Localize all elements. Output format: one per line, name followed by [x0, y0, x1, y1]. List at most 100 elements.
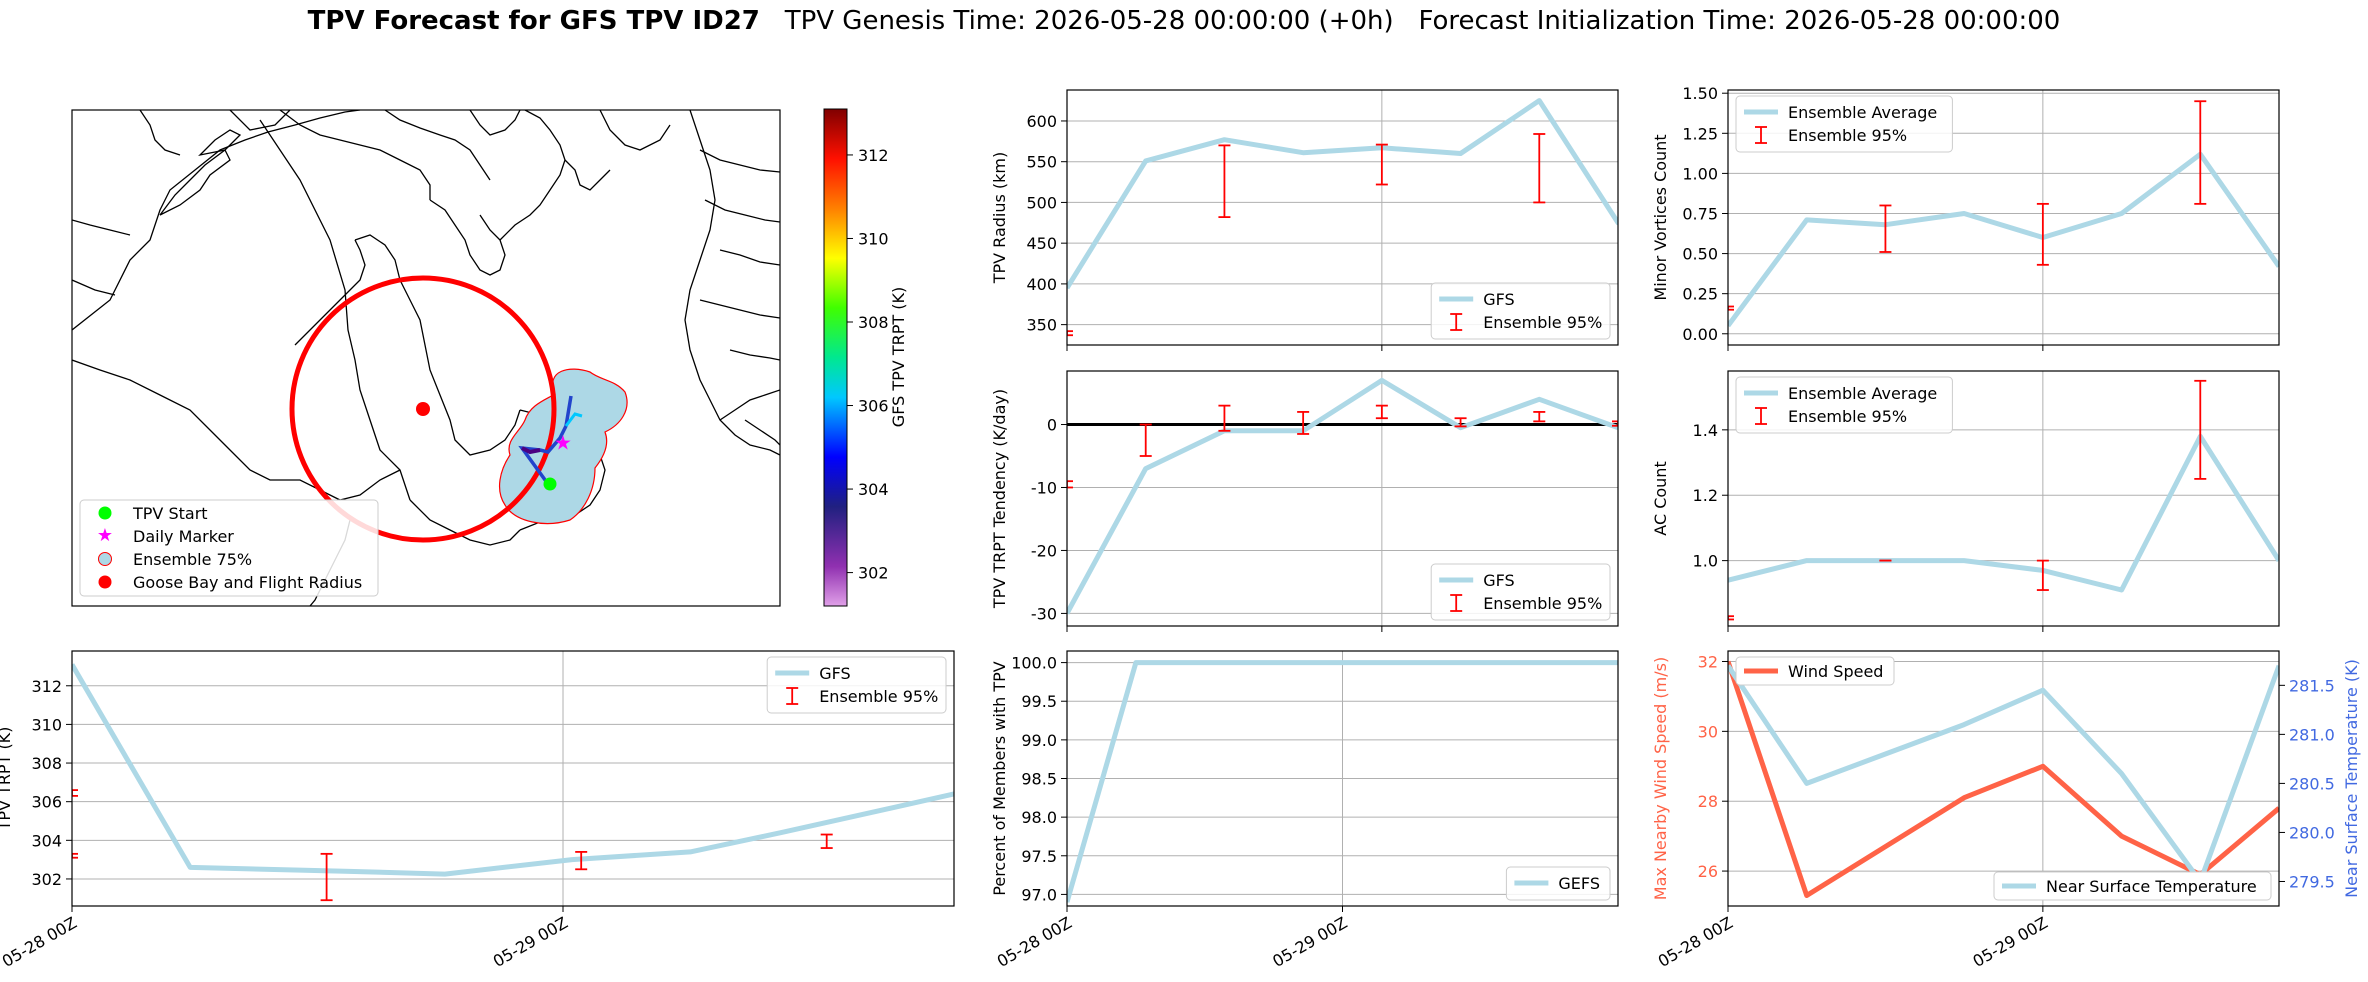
legend-start-icon — [98, 506, 112, 520]
figure-title: TPV Forecast for GFS TPV ID27 TPV Genesi… — [0, 6, 2368, 36]
legend: GFS Ensemble 95% — [766, 656, 947, 714]
error-bar — [575, 851, 588, 871]
series-line — [72, 663, 954, 877]
y-tick-label: 30 — [1698, 722, 1718, 741]
axes-frame — [1066, 370, 1619, 627]
x-tick-label: 05-28 00Z — [0, 913, 80, 971]
legend-label: GFS — [819, 664, 850, 683]
legend-label: GFS — [1483, 290, 1514, 309]
legend-label: Ensemble Average — [1788, 384, 1937, 403]
svg-text:Wind Speed: Wind Speed — [1788, 662, 1883, 681]
legend: Ensemble Average Ensemble 95% — [1735, 376, 1953, 434]
y-tick-label: 306 — [31, 793, 62, 812]
y-tick-label: 100.0 — [1011, 654, 1057, 673]
series-line — [1728, 433, 2279, 593]
legend: GFS Ensemble 95% — [1430, 282, 1611, 340]
legend-temp: Near Surface Temperature — [1993, 871, 2272, 901]
error-bar — [1067, 330, 1073, 337]
x-tick-label: 05-29 00Z — [1269, 913, 1350, 971]
series-line — [1728, 151, 2279, 328]
y-tick-label: 304 — [31, 831, 62, 850]
y2-tick-label: 280.0 — [2289, 823, 2335, 842]
legend-label: Ensemble 95% — [1788, 126, 1907, 145]
map-panel: ★ TPV Start ★ Daily Marker Ensemble 75% … — [71, 108, 908, 607]
x-tick-label: 05-28 00Z — [994, 913, 1075, 971]
colorbar-label: GFS TPV TRPT (K) — [889, 287, 908, 427]
series-line — [1728, 660, 2279, 898]
error-bar — [2036, 559, 2049, 591]
chart-radius: 350 400 450 500 550 600 TPV Radius (km) GFS Ense… — [990, 89, 1619, 351]
y-tick-label: 1.4 — [1693, 421, 1718, 440]
y-tick-label: 97.5 — [1021, 847, 1057, 866]
y-tick-label: 0 — [1047, 416, 1057, 435]
y-tick-label: 0.75 — [1682, 204, 1718, 223]
legend: Ensemble Average Ensemble 95% — [1735, 95, 1953, 153]
error-bar — [1139, 423, 1152, 457]
error-bar — [1879, 204, 1892, 253]
error-bar — [320, 852, 333, 902]
axes-frame — [1727, 650, 2280, 907]
y-tick-label: -20 — [1031, 541, 1057, 560]
y-tick-label: 312 — [31, 677, 62, 696]
error-bar — [820, 833, 833, 849]
y-axis-label: AC Count — [1651, 461, 1670, 535]
colorbar-tick-label: 302 — [858, 564, 889, 583]
y2-tick-label: 280.5 — [2289, 774, 2335, 793]
y-tick-label: 600 — [1026, 112, 1057, 131]
y-tick-label: 32 — [1698, 652, 1718, 671]
chart-wind_temp: 26 28 30 32 05-28 00Z 05-29 00Z Max Nearby Win… — [1651, 650, 2361, 971]
y-tick-label: 0.50 — [1682, 245, 1718, 264]
legend-ens75-icon — [98, 552, 112, 566]
colorbar-tick-label: 304 — [858, 480, 889, 499]
error-bar — [2194, 379, 2207, 480]
legend-label: Ensemble 95% — [819, 687, 938, 706]
series-line — [1067, 377, 1618, 615]
y-tick-label: 99.0 — [1021, 731, 1057, 750]
y-tick-label: 98.5 — [1021, 770, 1057, 789]
x-tick-label: 05-29 00Z — [490, 913, 571, 971]
error-bar — [1533, 411, 1546, 423]
y-tick-label: 1.25 — [1682, 124, 1718, 143]
x-tick-label: 05-29 00Z — [1970, 913, 2051, 971]
error-bar — [1297, 411, 1310, 435]
y-tick-label: 1.0 — [1693, 552, 1718, 571]
y-tick-label: 302 — [31, 870, 62, 889]
axes-frame — [1066, 650, 1619, 907]
legend-ens75-label: Ensemble 75% — [133, 550, 252, 569]
axes-frame — [71, 650, 955, 907]
chart-tendency: -30 -20 -10 0 TPV TRPT Tendency (K/day) GFS En… — [990, 370, 1619, 632]
y2-tick-label: 281.0 — [2289, 725, 2335, 744]
error-bar — [1067, 480, 1073, 489]
colorbar: 302 304 306 308 310 312 GFS TPV TRPT (K) — [823, 108, 908, 607]
axes-frame — [1727, 370, 2280, 627]
legend-label: Ensemble 95% — [1788, 407, 1907, 426]
init-time: Forecast Initialization Time: 2026-05-28… — [1418, 6, 2061, 36]
y-tick-label: -10 — [1031, 478, 1057, 497]
error-bar — [2194, 100, 2207, 205]
y-tick-label: 400 — [1026, 275, 1057, 294]
y2-tick-label: 281.5 — [2289, 676, 2335, 695]
y-tick-label: 550 — [1026, 153, 1057, 172]
colorbar-tick-label: 310 — [858, 229, 889, 248]
coastlines — [72, 110, 780, 606]
y-axis-label: TPV TRPT Tendency (K/day) — [990, 389, 1009, 609]
legend-label: GEFS — [1558, 874, 1600, 893]
legend-label: Ensemble 95% — [1483, 313, 1602, 332]
legend-daily-label: Daily Marker — [133, 527, 234, 546]
y-axis-label: Percent of Members with TPV — [990, 661, 1009, 895]
error-bar — [1454, 417, 1467, 428]
legend-goose-icon — [98, 575, 112, 589]
error-bar — [72, 789, 78, 797]
legend-label: GFS — [1483, 571, 1514, 590]
chart-percent: 97.0 97.5 98.0 98.5 99.0 99.5 100.0 05-28 00Z 05… — [990, 650, 1619, 971]
legend-goose-label: Goose Bay and Flight Radius — [133, 573, 362, 592]
y-tick-label: 1.50 — [1682, 84, 1718, 103]
figure-title-bold: TPV Forecast for GFS TPV ID27 — [307, 6, 760, 36]
daily-marker-star: ★ — [554, 431, 572, 455]
y-tick-label: -30 — [1031, 604, 1057, 623]
y-tick-label: 310 — [31, 715, 62, 734]
y-tick-label: 97.0 — [1021, 885, 1057, 904]
error-bar — [1728, 305, 1734, 311]
y-tick-label: 26 — [1698, 862, 1718, 881]
error-bar — [1218, 144, 1231, 218]
